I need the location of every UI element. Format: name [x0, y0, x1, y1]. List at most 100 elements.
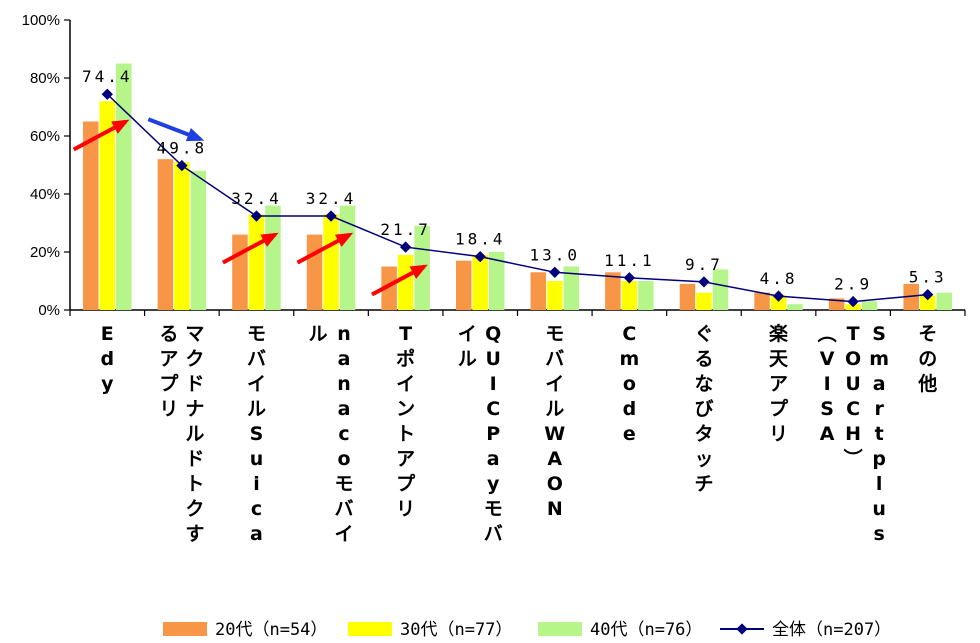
category-char: y	[487, 473, 500, 495]
bar	[770, 295, 787, 310]
category-char: バ	[335, 498, 354, 520]
total-line-point	[399, 241, 412, 253]
category-char: リ	[159, 398, 178, 420]
trend-arrow	[72, 119, 130, 152]
category-char: Q	[485, 323, 501, 345]
category-char: O	[547, 473, 563, 495]
category-char: プ	[159, 372, 179, 395]
category-char: n	[337, 373, 351, 395]
category-char: m	[869, 348, 889, 370]
category-char: I	[824, 373, 831, 395]
category-char: a	[487, 448, 500, 470]
category-char: s	[873, 523, 884, 545]
category-char: C	[486, 398, 500, 420]
category-char: タ	[694, 423, 713, 445]
category-char: U	[485, 348, 500, 370]
legend-label: 全体（n=207）	[772, 620, 891, 640]
category-char: る	[159, 323, 178, 345]
data-label: 32.4	[306, 189, 357, 208]
bar	[679, 283, 696, 310]
bar	[530, 272, 547, 310]
total-line-point	[176, 159, 188, 172]
category-char: ル	[309, 323, 328, 345]
category-char: a	[873, 373, 886, 395]
category-char: モ	[545, 323, 564, 345]
total-line-point	[847, 295, 859, 308]
trend-arrow	[147, 117, 205, 142]
arrow-head	[409, 264, 428, 279]
category-char: E	[101, 323, 114, 345]
bar	[787, 304, 803, 310]
legend-swatch	[348, 622, 392, 636]
bar	[903, 283, 919, 310]
category-label: Edy	[100, 323, 114, 395]
total-line-point	[772, 290, 785, 302]
bar	[190, 170, 207, 310]
category-char: モ	[335, 473, 354, 495]
category-char: 楽	[769, 322, 789, 345]
data-label: 4.8	[760, 269, 798, 288]
data-label: 13.0	[530, 245, 581, 264]
category-char: l	[876, 473, 883, 495]
category-char: O	[845, 348, 861, 370]
category-char: T	[847, 323, 860, 345]
category-char: モ	[484, 498, 503, 520]
category-char: ン	[396, 398, 415, 420]
category-char: I	[490, 373, 497, 395]
bar	[547, 281, 563, 310]
arrow-head	[111, 119, 130, 134]
category-char: ド	[185, 373, 204, 395]
legend-swatch	[538, 622, 582, 636]
category-char: そ	[918, 323, 937, 345]
category-char: チ	[694, 473, 713, 495]
arrow-head	[260, 232, 279, 247]
bar	[83, 121, 99, 310]
category-char: バ	[545, 348, 564, 370]
bar	[621, 281, 638, 310]
category-char: a	[338, 398, 351, 420]
legend-swatch-marker	[736, 623, 748, 635]
category-char: C	[846, 398, 860, 420]
category-char: ︵	[818, 323, 837, 345]
data-label: 49.8	[157, 139, 208, 158]
category-char: u	[872, 498, 886, 520]
legend-item: 20代（n=54）	[163, 620, 327, 640]
category-char: T	[399, 323, 412, 345]
category-char: 天	[769, 348, 789, 370]
legend-label: 30代（n=77）	[400, 620, 512, 640]
category-char: ア	[396, 448, 415, 470]
category-char: ル	[185, 423, 204, 445]
y-tick-label: 80%	[30, 70, 60, 87]
total-line-point	[922, 288, 934, 301]
category-char: c	[338, 423, 349, 445]
legend-item: 30代（n=77）	[348, 620, 512, 640]
category-char: e	[623, 423, 636, 445]
category-char: リ	[396, 498, 415, 520]
category-char: の	[918, 348, 937, 370]
bar	[397, 254, 414, 310]
category-char: プ	[396, 472, 416, 495]
category-char: イ	[247, 373, 266, 395]
trend-arrow	[296, 232, 354, 265]
category-char: P	[486, 423, 500, 445]
category-char: ク	[185, 498, 204, 520]
category-char: d	[100, 348, 114, 370]
legend-label: 20代（n=54）	[215, 620, 327, 640]
category-char: ル	[545, 398, 564, 420]
data-label: 21.7	[380, 220, 431, 239]
total-line-point	[698, 276, 710, 288]
category-char: o	[623, 373, 636, 395]
category-char: u	[250, 448, 264, 470]
total-line-point	[474, 250, 486, 263]
category-char: i	[253, 473, 260, 495]
bars	[83, 63, 952, 310]
data-label: 18.4	[455, 230, 506, 249]
y-tick-label: 40%	[30, 186, 60, 203]
category-char: ア	[159, 348, 178, 370]
bar	[174, 162, 190, 310]
category-char: N	[547, 498, 563, 520]
